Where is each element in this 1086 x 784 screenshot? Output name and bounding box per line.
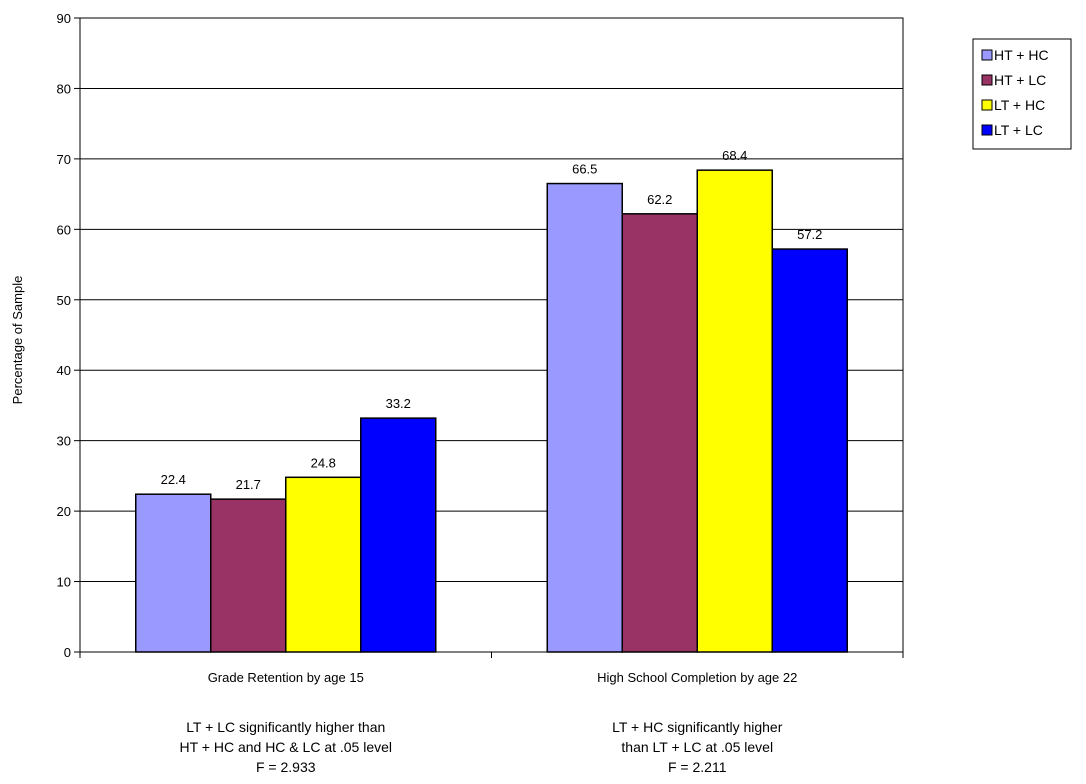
y-tick-label: 40: [57, 363, 71, 378]
significance-note-line: LT + LC significantly higher than: [186, 719, 385, 735]
legend-swatch: [981, 49, 993, 61]
significance-note-line: HT + HC and HC & LC at .05 level: [179, 739, 392, 755]
legend-label: HT + HC: [994, 47, 1049, 63]
bar: [771, 248, 848, 653]
bar: [285, 476, 362, 653]
data-labels: 22.4 21.7 24.8 33.2 66.5 62.2 68.4 57.2: [161, 148, 823, 492]
data-label: 62.2: [647, 192, 672, 207]
legend-swatch: [981, 74, 993, 86]
y-tick-label: 60: [57, 222, 71, 237]
axes: [74, 17, 904, 658]
y-tick-label: 10: [57, 575, 71, 590]
data-label: 22.4: [161, 472, 186, 487]
legend: HT + HC HT + LC LT + HC LT + LC: [972, 38, 1072, 150]
legend-label: LT + LC: [994, 122, 1043, 138]
y-axis-title: Percentage of Sample: [10, 276, 25, 405]
y-tick-label: 50: [57, 293, 71, 308]
significance-note-line: F = 2.933: [256, 759, 316, 775]
bar: [135, 493, 212, 653]
data-label: 68.4: [722, 148, 747, 163]
y-tick-label: 70: [57, 152, 71, 167]
y-tick-label: 0: [64, 645, 71, 660]
significance-notes: LT + LC significantly higher than HT + HC…: [179, 719, 782, 775]
y-tick-label: 90: [57, 11, 71, 26]
data-label: 33.2: [386, 396, 411, 411]
y-tick-label: 20: [57, 504, 71, 519]
legend-swatch: [981, 124, 993, 136]
bar: [546, 182, 623, 653]
x-category-label: Grade Retention by age 15: [208, 670, 364, 685]
significance-note-line: than LT + LC at .05 level: [621, 739, 773, 755]
y-tick-label: 30: [57, 434, 71, 449]
bar: [210, 498, 287, 653]
legend-label: HT + LC: [994, 72, 1046, 88]
significance-note-line: LT + HC significantly higher: [612, 719, 783, 735]
bar: [360, 417, 437, 653]
data-label: 21.7: [236, 477, 261, 492]
legend-label: LT + HC: [994, 97, 1045, 113]
bars: [135, 169, 848, 653]
data-label: 57.2: [797, 227, 822, 242]
legend-swatch: [981, 99, 993, 111]
x-category-labels: Grade Retention by age 15 High School Com…: [208, 670, 798, 685]
data-label: 66.5: [572, 162, 597, 177]
data-label: 24.8: [311, 455, 336, 470]
y-tick-labels: 0 10 20 30 40 50 60 70 80 90: [57, 11, 71, 660]
bar: [696, 169, 773, 653]
significance-note-line: F = 2.211: [668, 759, 727, 775]
y-tick-label: 80: [57, 81, 71, 96]
bar: [621, 213, 698, 653]
x-category-label: High School Completion by age 22: [597, 670, 797, 685]
